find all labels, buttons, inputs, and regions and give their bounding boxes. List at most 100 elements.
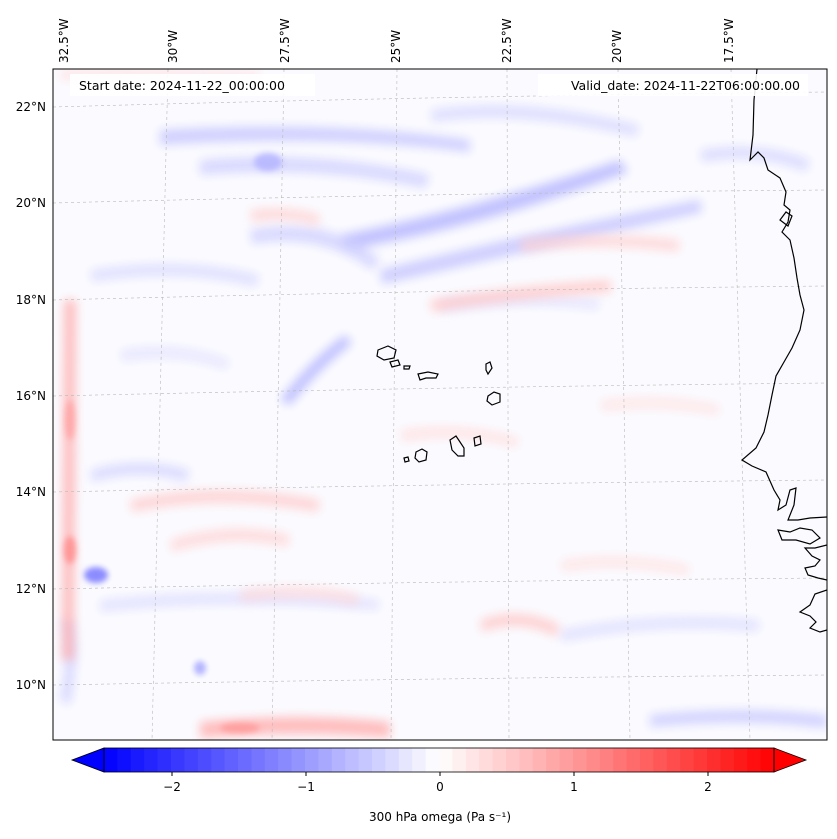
- island-sao-nicolau: [417, 371, 439, 381]
- island-brava: [403, 456, 410, 463]
- colorbar-cell: [104, 748, 118, 772]
- island-sal: [485, 361, 493, 376]
- lat-label-22n: 22°N: [16, 100, 46, 114]
- colorbar-cell: [586, 748, 601, 772]
- colorbar-cell: [264, 748, 279, 772]
- latitude-labels: 22°N 20°N 18°N 16°N 14°N 12°N 10°N: [16, 100, 46, 692]
- island-maio: [473, 435, 482, 447]
- lat-label-16n: 16°N: [16, 389, 46, 403]
- colorbar-cell: [398, 748, 413, 772]
- island-sao-vicente: [389, 359, 401, 368]
- lat-label-20n: 20°N: [16, 196, 46, 210]
- lon-label-27-5w: 27.5°W: [278, 18, 292, 63]
- island-boa-vista: [486, 391, 501, 406]
- colorbar-cell: [425, 748, 440, 772]
- colorbar-cell: [640, 748, 654, 772]
- colorbar-cell: [358, 748, 373, 772]
- island-santo-antao: [376, 345, 397, 361]
- colorbar-tick-neg2: −2: [163, 780, 181, 794]
- colorbar-cell: [291, 748, 306, 772]
- colorbar-cell: [760, 748, 775, 772]
- colorbar-cell: [653, 748, 668, 772]
- map-frame: [52, 68, 828, 741]
- colorbar-cell: [573, 748, 587, 772]
- omega-strong-positive: [64, 400, 260, 733]
- colorbar-cell: [412, 748, 427, 772]
- colorbar-cells: [104, 748, 775, 772]
- colorbar-cell: [157, 748, 172, 772]
- colorbar-extend-low: [70, 747, 105, 773]
- colorbar: −2 −1 0 1 2 300 hPa omega (Pa s⁻¹): [70, 747, 808, 824]
- omega-field: [53, 69, 827, 740]
- colorbar-cell: [331, 748, 346, 772]
- colorbar-cell: [238, 748, 252, 772]
- colorbar-cell: [546, 748, 561, 772]
- lon-label-17-5w: 17.5°W: [722, 18, 736, 63]
- colorbar-cell: [171, 748, 185, 772]
- island-fogo: [414, 448, 428, 463]
- start-date-label: Start date: 2024-11-22_00:00:00: [79, 78, 285, 93]
- colorbar-cell: [278, 748, 293, 772]
- colorbar-cell: [693, 748, 708, 772]
- colorbar-cell: [372, 748, 386, 772]
- lon-label-32-5w: 32.5°W: [57, 18, 71, 63]
- colorbar-cell: [345, 748, 360, 772]
- colorbar-tick-2: 2: [704, 780, 712, 794]
- colorbar-cell: [251, 748, 266, 772]
- lat-label-12n: 12°N: [16, 582, 46, 596]
- colorbar-tick-neg1: −1: [297, 780, 315, 794]
- colorbar-cell: [465, 748, 480, 772]
- lon-label-22-5w: 22.5°W: [500, 18, 514, 63]
- valid-date-label: Valid_date: 2024-11-22T06:00:00.00: [571, 78, 800, 93]
- colorbar-cell: [666, 748, 681, 772]
- colorbar-cell: [439, 748, 453, 772]
- coastline-estuary: [777, 527, 821, 545]
- island-santa-luzia: [403, 365, 411, 370]
- colorbar-cell: [211, 748, 226, 772]
- colorbar-cell: [733, 748, 748, 772]
- colorbar-cell: [130, 748, 145, 772]
- colorbar-cell: [492, 748, 507, 772]
- lon-label-30w: 30°W: [166, 30, 180, 63]
- graticule: [53, 69, 827, 740]
- lat-label-10n: 10°N: [16, 678, 46, 692]
- colorbar-cell: [224, 748, 239, 772]
- colorbar-cell: [559, 748, 574, 772]
- cape-verde-islands: [376, 345, 501, 463]
- coastline-west-africa: [740, 69, 827, 633]
- lon-label-20w: 20°W: [610, 30, 624, 63]
- colorbar-cell: [532, 748, 547, 772]
- colorbar-cell: [613, 748, 628, 772]
- colorbar-cell: [385, 748, 400, 772]
- colorbar-cell: [305, 748, 319, 772]
- island-santiago: [449, 435, 465, 457]
- start-date-box: [70, 74, 315, 96]
- colorbar-label: 300 hPa omega (Pa s⁻¹): [369, 810, 511, 824]
- colorbar-cell: [452, 748, 467, 772]
- colorbar-tick-0: 0: [436, 780, 444, 794]
- colorbar-outline: [103, 747, 775, 773]
- colorbar-extend-high: [773, 747, 808, 773]
- colorbar-cell: [747, 748, 762, 772]
- colorbar-cell: [197, 748, 212, 772]
- colorbar-cell: [519, 748, 534, 772]
- colorbar-cell: [184, 748, 199, 772]
- colorbar-cell: [599, 748, 614, 772]
- colorbar-cell: [506, 748, 520, 772]
- coastline-river-mouth: [779, 211, 793, 227]
- lat-label-14n: 14°N: [16, 485, 46, 499]
- colorbar-tick-1: 1: [570, 780, 578, 794]
- colorbar-cell: [117, 748, 132, 772]
- map-panel: Start date: 2024-11-22_00:00:00 Valid_da…: [52, 68, 828, 741]
- colorbar-cell: [626, 748, 641, 772]
- colorbar-cell: [720, 748, 735, 772]
- longitude-labels: 32.5°W 30°W 27.5°W 25°W 22.5°W 20°W 17.5…: [57, 18, 736, 63]
- colorbar-cell: [707, 748, 721, 772]
- lat-label-18n: 18°N: [16, 293, 46, 307]
- lon-label-25w: 25°W: [389, 30, 403, 63]
- colorbar-cell: [318, 748, 333, 772]
- colorbar-ticks: −2 −1 0 1 2: [163, 772, 712, 794]
- omega-positive-patches: [60, 69, 720, 738]
- colorbar-cell: [680, 748, 695, 772]
